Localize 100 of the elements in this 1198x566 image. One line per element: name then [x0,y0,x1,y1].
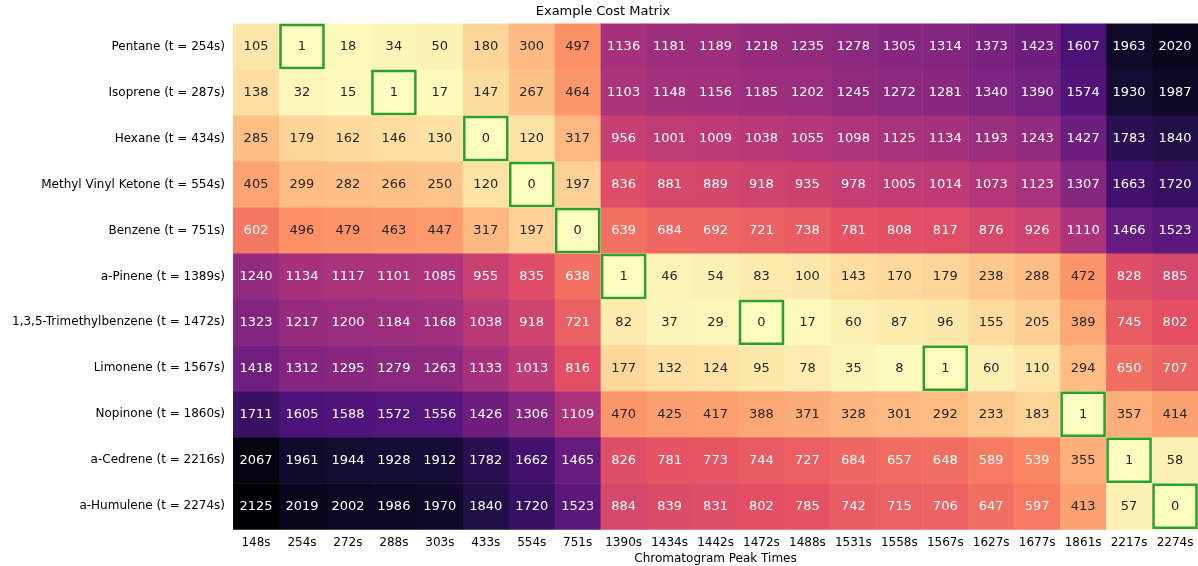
data-label: 8 [895,359,904,375]
data-label: 120 [473,175,499,191]
chart-title: Example Cost Matrix [535,3,671,19]
data-label: 288 [1024,267,1050,283]
data-label: 1168 [423,313,457,329]
x-tick-label: 288s [379,534,409,549]
data-label: 238 [978,267,1004,283]
data-label: 1117 [331,267,365,283]
data-label: 155 [978,313,1004,329]
data-label: 1305 [882,37,916,53]
data-label: 1014 [928,175,962,191]
data-label: 2002 [331,497,365,513]
data-label: 1009 [698,129,733,145]
data-label: 124 [703,359,728,375]
data-label: 405 [243,175,269,191]
data-label: 179 [932,267,958,283]
y-tick-label: 1,3,5-Trimethylbenzene (t = 1472s) [12,314,226,329]
data-label: 132 [657,359,682,375]
data-label: 1605 [285,405,319,421]
data-label: 1005 [882,175,916,191]
data-label: 1323 [239,313,273,329]
data-label: 802 [1162,313,1188,329]
data-label: 650 [1116,359,1142,375]
data-label: 1134 [285,267,319,283]
data-label: 1085 [423,267,457,283]
data-label: 1295 [331,359,365,375]
x-tick-label: 1861s [1064,534,1102,549]
data-label: 29 [707,313,724,329]
data-label: 639 [611,221,637,237]
data-label: 773 [703,451,728,467]
data-label: 96 [937,313,954,329]
data-label: 138 [243,83,269,99]
data-label: 1098 [836,129,870,145]
data-label: 37 [661,313,678,329]
data-label: 2125 [239,497,273,513]
data-label: 831 [703,497,728,513]
data-label: 328 [840,405,866,421]
x-tick-label: 1558s [880,534,918,549]
data-label: 1123 [1020,175,1054,191]
y-tick-label: Limonene (t = 1567s) [93,360,226,375]
data-label: 464 [565,83,591,99]
data-label: 0 [481,129,490,145]
data-label: 1185 [744,83,779,99]
data-label: 1314 [928,37,962,53]
data-label: 1055 [790,129,824,145]
data-label: 1156 [698,83,733,99]
data-label: 1110 [1066,221,1100,237]
data-label: 147 [473,83,499,99]
data-label: 34 [385,37,403,53]
data-label: 1312 [285,359,319,375]
data-label: 100 [795,267,820,283]
data-label: 447 [427,221,453,237]
data-label: 425 [657,405,682,421]
data-label: 1663 [1112,175,1146,191]
data-label: 802 [749,497,774,513]
data-label: 935 [795,175,820,191]
data-label: 589 [978,451,1004,467]
x-tick-label: 554s [517,534,547,549]
data-label: 317 [473,221,499,237]
data-label: 602 [243,221,269,237]
data-label: 1133 [469,359,503,375]
data-label: 1263 [423,359,457,375]
data-label: 1038 [744,129,779,145]
x-tick-label: 751s [563,534,593,549]
data-label: 105 [243,37,269,53]
x-tick-label: 2274s [1156,534,1194,549]
data-label: 18 [339,37,357,53]
data-label: 781 [657,451,682,467]
data-label: 785 [795,497,820,513]
x-tick-label: 303s [425,534,455,549]
data-label: 956 [611,129,637,145]
data-label: 839 [657,497,682,513]
data-label: 1235 [790,37,824,53]
data-label: 1944 [331,451,365,467]
data-label: 1136 [607,37,641,53]
data-label: 1 [297,37,307,53]
data-label: 1607 [1066,37,1100,53]
data-label: 808 [886,221,912,237]
data-label: 162 [335,129,361,145]
x-axis-title: Chromatogram Peak Times [634,550,797,565]
data-label: 692 [703,221,728,237]
data-label: 2067 [239,451,273,467]
data-label: 1572 [377,405,411,421]
data-label: 1073 [974,175,1008,191]
data-label: 1930 [1112,83,1146,99]
data-label: 1101 [377,267,411,283]
data-label: 1574 [1066,83,1100,99]
data-label: 233 [978,405,1004,421]
data-label: 78 [799,359,816,375]
data-label: 1278 [836,37,870,53]
data-label: 177 [611,359,637,375]
data-label: 414 [1162,405,1188,421]
data-label: 1340 [974,83,1008,99]
data-label: 1038 [469,313,503,329]
x-tick-label: 1390s [605,534,643,549]
data-label: 95 [753,359,770,375]
data-label: 1279 [377,359,411,375]
data-label: 715 [886,497,912,513]
data-label: 60 [982,359,1000,375]
data-label: 1987 [1158,83,1192,99]
